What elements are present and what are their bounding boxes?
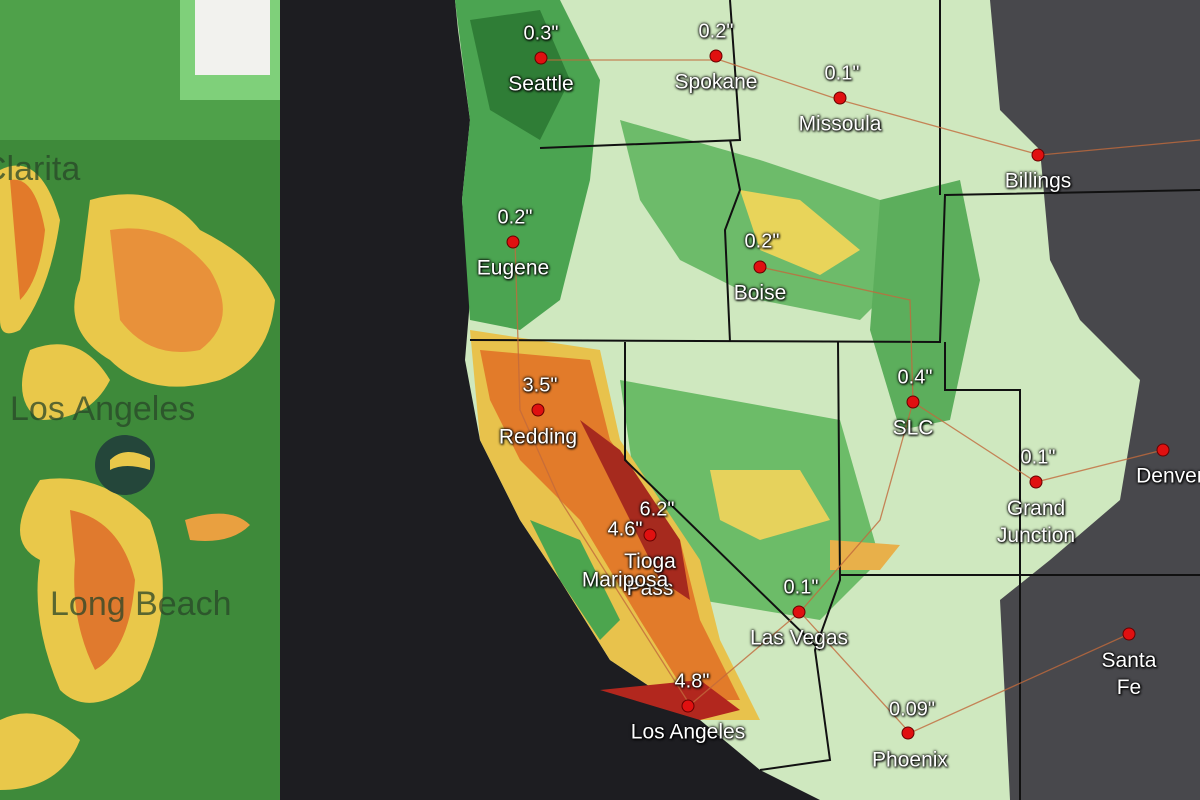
city-name: Santa Fe (1101, 649, 1157, 699)
city-dot (833, 91, 847, 105)
city-dot (534, 51, 548, 65)
rain-amount: 0.2" (698, 20, 734, 43)
city-dot (506, 235, 520, 249)
city-name: Eugene (476, 256, 550, 280)
radar-place-label: Clarita (0, 150, 81, 188)
rain-amount: 0.4" (897, 366, 933, 389)
rain-amount: 4.6" (607, 518, 643, 541)
city-name: Los Angeles (630, 720, 746, 744)
city-dot (681, 699, 695, 713)
city-dot (792, 605, 806, 619)
rain-amount: 0.2" (744, 230, 780, 253)
city-name: Missoula (798, 112, 882, 136)
rain-amount: 0.3" (523, 22, 559, 45)
city-name: Mariposa (581, 568, 669, 592)
city-dot (906, 395, 920, 409)
city-dot (1122, 627, 1136, 641)
radar-place-label: Long Beach (50, 585, 232, 623)
city-dot (643, 528, 657, 542)
base-map (280, 0, 1200, 800)
city-name: Tioga Pass (624, 550, 676, 600)
radar-panel (0, 0, 280, 800)
city-name: Spokane (674, 70, 758, 94)
rain-amount: 0.1" (783, 576, 819, 599)
city-dot (753, 260, 767, 274)
city-name: Grand Junction (996, 497, 1076, 547)
city-name: SLC (892, 416, 934, 440)
rain-amount: 3.5" (522, 374, 558, 397)
city-dot (531, 403, 545, 417)
rain-amount: 4.8" (674, 670, 710, 693)
rain-amount: 0.2" (497, 206, 533, 229)
radar-place-label: Los Angeles (10, 390, 196, 428)
city-dot (1031, 148, 1045, 162)
radar-labels: Clarita Los Angeles Long Beach (0, 0, 280, 800)
city-dot (1156, 443, 1170, 457)
city-name: Redding (498, 425, 578, 449)
city-name: Denver (1136, 464, 1200, 488)
rain-amount: 0.09" (888, 698, 936, 721)
city-dot (1029, 475, 1043, 489)
city-name: Seattle (508, 72, 574, 96)
city-dot (709, 49, 723, 63)
city-name: Las Vegas (749, 626, 849, 650)
rain-amount: 6.2" (639, 498, 675, 521)
city-name: Phoenix (872, 748, 948, 772)
city-dot (901, 726, 915, 740)
state-borders (469, 0, 1200, 800)
rain-amount: 0.1" (824, 62, 860, 85)
city-name: Billings (1004, 169, 1072, 193)
rain-amount: 0.1" (1020, 446, 1056, 469)
city-name: Boise (733, 281, 787, 305)
